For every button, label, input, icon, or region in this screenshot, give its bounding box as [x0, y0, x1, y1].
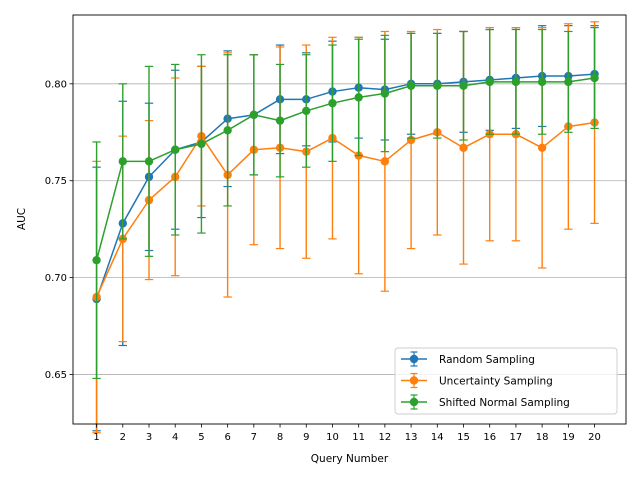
x-tick-label: 11 [352, 432, 365, 443]
series-layer [92, 21, 599, 434]
data-point [564, 77, 573, 87]
data-point [328, 98, 337, 108]
data-point [197, 139, 206, 149]
data-point [433, 81, 442, 90]
data-point [118, 157, 127, 166]
data-point [302, 106, 311, 116]
data-point [590, 73, 599, 83]
y-axis-label: AUC [16, 208, 28, 230]
x-tick-label: 14 [431, 432, 444, 443]
data-point [511, 77, 521, 87]
x-tick-label: 9 [303, 432, 309, 443]
y-tick-label: 0.65 [45, 370, 67, 381]
series-line [95, 121, 595, 298]
x-tick-label: 13 [405, 432, 418, 443]
legend-label: Shifted Normal Sampling [439, 397, 570, 409]
x-tick-label: 15 [457, 432, 470, 443]
legend-entry: Uncertainty Sampling [401, 372, 553, 389]
x-tick-label: 16 [483, 432, 496, 443]
series-line [95, 77, 595, 261]
x-tick-label: 7 [251, 432, 257, 443]
x-tick-label: 12 [379, 432, 392, 443]
data-point [223, 126, 232, 135]
y-tick-label: 0.80 [45, 79, 67, 90]
tick-layer: 0.650.700.750.801 2 3 4 5 6 7 8 9 10 11 12 13 14 15 16 1… [45, 79, 601, 443]
legend-entry: Shifted Normal Sampling [401, 394, 570, 410]
data-point [354, 93, 363, 102]
data-point [537, 77, 547, 87]
data-point [406, 81, 416, 90]
legend-label: Random Sampling [439, 354, 535, 366]
data-point [459, 143, 468, 152]
legend-marker [409, 354, 419, 364]
x-tick-label: 4 [172, 432, 178, 443]
x-tick-label: 6 [224, 432, 230, 443]
x-tick-label: 18 [536, 432, 549, 443]
legend-marker [409, 397, 419, 407]
y-tick-label: 0.70 [45, 273, 67, 284]
x-tick-label: 2 [120, 432, 126, 443]
legend-label: Uncertainty Sampling [439, 376, 553, 388]
data-point [144, 157, 154, 166]
legend-marker [409, 376, 419, 385]
series-shifted-normal-sampling [92, 26, 599, 380]
x-tick-label: 5 [198, 432, 204, 443]
x-axis-label: Query Number [311, 453, 389, 465]
axes-frame [72, 14, 627, 425]
data-point [275, 116, 285, 125]
x-tick-label: 10 [326, 432, 339, 443]
legend-entry: Random Sampling [401, 351, 535, 367]
x-tick-label: 19 [562, 432, 575, 443]
legend-frame [394, 347, 618, 415]
data-point [171, 145, 180, 154]
legend: Random Sampling Uncertainty Sampling Shift… [394, 347, 618, 415]
data-point [380, 157, 390, 166]
data-point [92, 256, 101, 265]
data-point [380, 89, 390, 98]
x-tick-label: 1 [93, 432, 99, 443]
y-tick-label: 0.75 [45, 176, 67, 187]
data-point [249, 110, 259, 120]
x-tick-label: 20 [588, 432, 601, 443]
x-tick-label: 8 [277, 432, 283, 443]
data-point [537, 143, 547, 152]
x-tick-label: 3 [146, 432, 152, 443]
data-point [485, 77, 494, 87]
x-tick-label: 17 [510, 432, 523, 443]
data-point [459, 81, 468, 90]
